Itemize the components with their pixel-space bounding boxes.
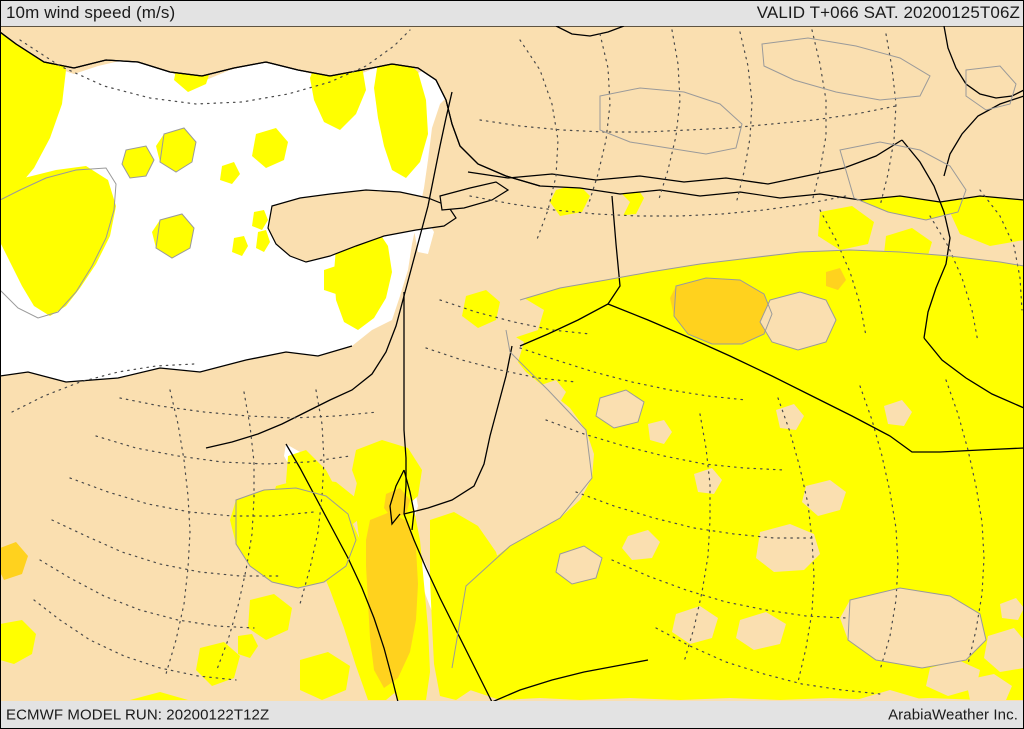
band-light-enclaves <box>476 190 1024 700</box>
map-title: 10m wind speed (m/s) <box>6 3 176 22</box>
land-over-sea <box>0 25 1024 263</box>
contour-lines <box>0 37 1024 669</box>
valid-time-label: VALID T+066 SAT. 20200125T06Z <box>756 3 1020 22</box>
attribution-label: ArabiaWeather Inc. <box>888 706 1018 724</box>
band-strong-regions <box>0 28 964 688</box>
header-bar: 10m wind speed (m/s) VALID T+066 SAT. 20… <box>0 0 1024 26</box>
model-run-label: ECMWF MODEL RUN: 20200122T12Z <box>6 706 270 724</box>
footer-bar: ECMWF MODEL RUN: 20200122T12Z ArabiaWeat… <box>0 701 1024 729</box>
coastlines <box>0 25 1024 703</box>
dotted-boundaries <box>11 29 1023 695</box>
